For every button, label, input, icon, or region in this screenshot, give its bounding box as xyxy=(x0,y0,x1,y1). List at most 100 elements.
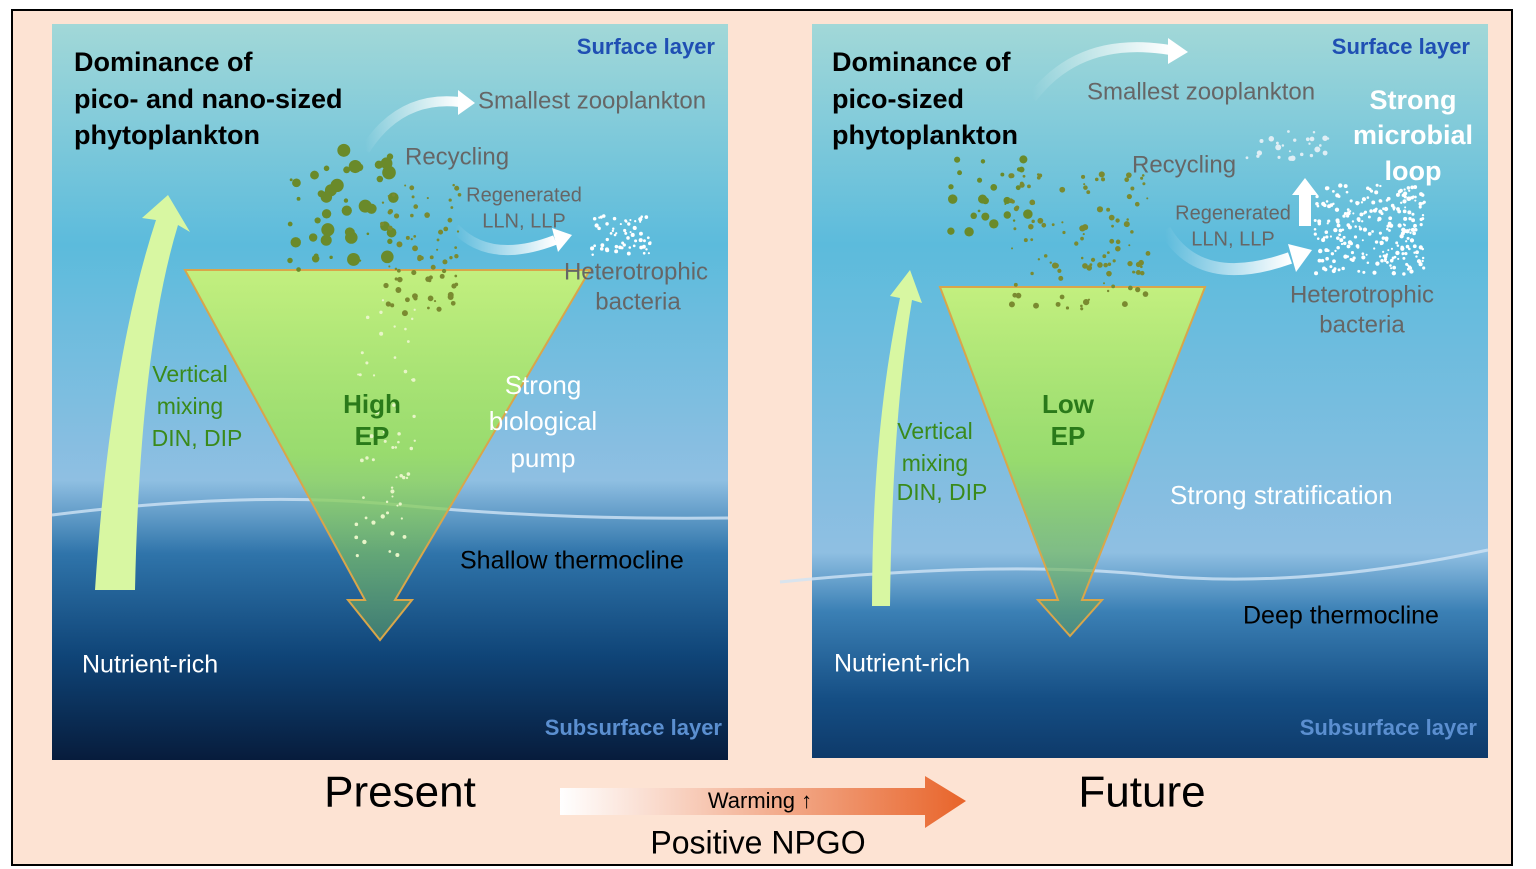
cell xyxy=(341,205,352,216)
cell xyxy=(1013,227,1017,231)
cell xyxy=(1102,254,1107,259)
cell xyxy=(1281,144,1285,147)
period-label: Future xyxy=(1078,768,1205,817)
cell xyxy=(1318,144,1322,147)
cell xyxy=(1022,174,1026,178)
cell xyxy=(1382,207,1385,211)
cell xyxy=(392,403,396,407)
cell xyxy=(1003,196,1011,205)
cell xyxy=(1372,270,1377,275)
cell xyxy=(1135,270,1141,275)
cell xyxy=(441,268,447,274)
cell xyxy=(1347,225,1352,230)
cell xyxy=(1145,251,1151,256)
cell xyxy=(388,550,392,553)
cell xyxy=(1403,216,1408,221)
cell xyxy=(381,201,385,204)
cell xyxy=(405,235,410,240)
microbial-loop-label: Strong xyxy=(1370,85,1457,115)
arrow-head xyxy=(552,228,572,252)
thermocline-label: Shallow thermocline xyxy=(460,547,684,575)
panel-title: Dominance of xyxy=(832,47,1012,77)
cell xyxy=(1420,193,1425,197)
cell xyxy=(1389,264,1392,267)
cell xyxy=(329,255,333,260)
cell xyxy=(296,267,301,272)
cell xyxy=(397,440,400,444)
cell xyxy=(1338,233,1342,237)
cell xyxy=(1316,237,1320,240)
cell xyxy=(388,192,399,203)
regenerated-label: LLN, LLP xyxy=(1191,228,1274,250)
cell xyxy=(618,245,622,250)
surface-layer-label: Surface layer xyxy=(1332,34,1471,59)
cell xyxy=(429,255,434,260)
cell xyxy=(1406,236,1410,240)
cell xyxy=(1309,136,1315,142)
cell xyxy=(1336,245,1340,250)
cell xyxy=(1127,285,1133,291)
cell xyxy=(1094,177,1099,182)
cell xyxy=(405,297,410,303)
cell xyxy=(1406,186,1411,190)
subsurface-layer-label: Subsurface layer xyxy=(545,715,723,740)
cell xyxy=(1108,214,1115,221)
cell xyxy=(1418,205,1422,209)
export-label: Low xyxy=(1042,389,1095,419)
cell xyxy=(369,434,374,439)
cell xyxy=(379,221,385,226)
arrow-head xyxy=(458,90,475,115)
thermocline-line xyxy=(779,548,1489,584)
cell xyxy=(1339,238,1344,243)
cell xyxy=(1275,141,1279,145)
cell xyxy=(387,238,393,244)
cell xyxy=(383,282,389,289)
cell xyxy=(605,237,609,242)
cell xyxy=(1357,269,1361,273)
cell xyxy=(639,245,644,250)
cell xyxy=(290,237,301,248)
cell xyxy=(646,236,650,240)
nutrient-label: Nutrient-rich xyxy=(82,651,218,679)
cell xyxy=(379,310,383,314)
cell xyxy=(1327,219,1331,223)
cell xyxy=(1332,190,1335,193)
cell xyxy=(612,227,615,231)
cell xyxy=(1325,200,1329,203)
regenerated-arrow xyxy=(1159,226,1293,276)
cell xyxy=(1097,262,1103,268)
regenerated-label: LLN, LLP xyxy=(482,210,565,232)
cell xyxy=(1381,236,1386,240)
cell xyxy=(1019,155,1028,164)
cell xyxy=(1410,196,1414,200)
cell xyxy=(1333,267,1337,271)
cell xyxy=(1027,184,1031,189)
cell xyxy=(1349,241,1354,246)
cell xyxy=(1308,142,1311,145)
bacteria-label: Heterotrophic xyxy=(1290,281,1434,308)
zooplankton-label: Smallest zooplankton xyxy=(478,87,706,114)
cell xyxy=(354,535,359,540)
cell xyxy=(1138,259,1144,266)
cell xyxy=(457,192,462,197)
cell xyxy=(1109,238,1115,244)
cell xyxy=(1397,257,1400,260)
cell xyxy=(1037,217,1044,224)
cell xyxy=(337,143,351,157)
cell xyxy=(624,231,628,235)
cell xyxy=(382,165,396,180)
cell xyxy=(1383,257,1388,261)
cell xyxy=(454,274,458,278)
cell xyxy=(1410,185,1415,190)
cell xyxy=(397,432,401,436)
cell xyxy=(412,245,418,252)
zooplankton-arrow xyxy=(360,96,461,153)
cell xyxy=(1277,155,1281,159)
cell xyxy=(380,514,385,519)
cell xyxy=(1392,265,1397,270)
cell xyxy=(1355,244,1360,248)
cell xyxy=(1013,282,1018,287)
cell xyxy=(1041,222,1047,228)
cell xyxy=(1355,201,1359,205)
cell xyxy=(1329,235,1333,238)
